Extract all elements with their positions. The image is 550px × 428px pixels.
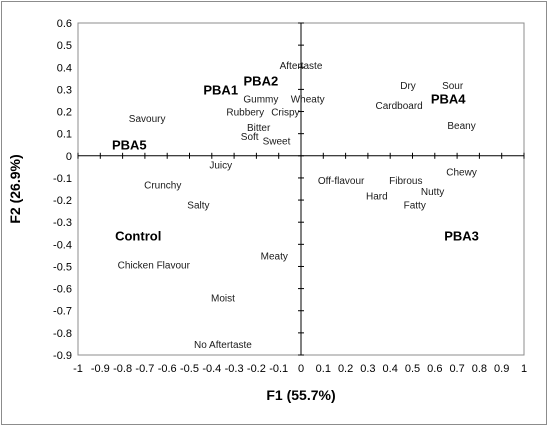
y-tick-label: 0.6	[57, 18, 72, 30]
ticks-group: -1 -0.9 -0.8 -0.7 -0.6 -0.5 -0.4 -0.3 -0.2 -0.1 0 0…	[53, 18, 527, 375]
attribute-label: Sweet	[263, 136, 291, 147]
y-tick-label: -0.3	[53, 217, 72, 229]
attribute-label: Off-flavour	[318, 176, 365, 187]
attribute-label: Crispy	[271, 108, 299, 119]
x-tick-label: -0.6	[158, 363, 177, 375]
product-label: PBA1	[203, 82, 238, 97]
x-tick-label: -0.3	[225, 363, 244, 375]
y-tick-label: 0.2	[57, 107, 72, 119]
y-tick-label: 0.1	[57, 129, 72, 141]
y-tick-label: -0.9	[53, 350, 72, 362]
y-tick-label: -0.5	[53, 261, 72, 273]
attribute-label: Fibrous	[389, 176, 422, 187]
y-tick-label: 0.5	[57, 40, 72, 52]
y-tick-label: 0.3	[57, 84, 72, 96]
product-label: PBA2	[244, 74, 279, 89]
attribute-label: Salty	[187, 200, 209, 211]
x-tick-label: 0.9	[494, 363, 509, 375]
x-tick-label: -1	[73, 363, 83, 375]
y-tick-label: -0.6	[53, 284, 72, 296]
y-tick-label: -0.1	[53, 173, 72, 185]
x-tick-label: -0.2	[247, 363, 266, 375]
y-tick-label: -0.7	[53, 306, 72, 318]
attribute-label: Gummy	[243, 94, 278, 105]
x-tick-label: -0.9	[91, 363, 110, 375]
x-tick-label: 0.4	[383, 363, 398, 375]
attribute-label: Soft	[241, 132, 259, 143]
attribute-label: Aftertaste	[280, 61, 323, 72]
attribute-label: Hard	[366, 192, 388, 203]
x-tick-label: 0.6	[427, 363, 442, 375]
y-axis-title: F2 (26.9%)	[7, 154, 23, 223]
x-tick-label: -0.1	[269, 363, 288, 375]
x-tick-label: -0.4	[202, 363, 221, 375]
attribute-label: Nutty	[421, 187, 444, 198]
attribute-label: Bitter	[247, 123, 271, 134]
attribute-label: Meaty	[261, 251, 288, 262]
x-tick-label: -0.5	[180, 363, 199, 375]
y-tick-label: 0.4	[57, 62, 72, 74]
product-label: PBA3	[444, 228, 479, 243]
x-tick-label: -0.7	[135, 363, 154, 375]
attribute-label: Juicy	[209, 161, 232, 172]
product-label: PBA5	[112, 138, 147, 153]
attribute-label: Dry	[400, 81, 416, 92]
x-tick-label: 1	[521, 363, 527, 375]
attribute-label: Sour	[442, 81, 464, 92]
x-tick-label: 0.1	[316, 363, 331, 375]
y-tick-label: -0.2	[53, 195, 72, 207]
marks-group: Aftertaste Dry Sour Gummy Wheaty Cardboard Rub…	[112, 61, 479, 351]
product-label: PBA4	[431, 91, 466, 106]
x-tick-label: 0.5	[405, 363, 420, 375]
attribute-label: Rubbery	[226, 108, 264, 119]
product-label: Control	[115, 228, 161, 243]
attribute-label: Crunchy	[144, 181, 181, 192]
attribute-label: No Aftertaste	[194, 340, 252, 351]
attribute-label: Beany	[447, 121, 475, 132]
x-tick-label: 0	[298, 363, 304, 375]
attribute-label: Fatty	[404, 200, 426, 211]
x-tick-label: 0.3	[360, 363, 375, 375]
attribute-label: Cardboard	[375, 101, 422, 112]
y-tick-label: -0.4	[53, 239, 72, 251]
attribute-label: Chewy	[446, 167, 477, 178]
attribute-label: Wheaty	[291, 94, 325, 105]
attribute-label: Savoury	[129, 114, 166, 125]
attribute-label: Moist	[211, 293, 235, 304]
x-tick-label: 0.2	[338, 363, 353, 375]
x-tick-label: 0.7	[449, 363, 464, 375]
attribute-label: Chicken Flavour	[118, 260, 191, 271]
x-axis-title: F1 (55.7%)	[266, 387, 335, 403]
x-tick-label: -0.8	[113, 363, 132, 375]
y-tick-label: 0	[66, 151, 72, 163]
x-tick-label: 0.8	[472, 363, 487, 375]
y-tick-label: -0.8	[53, 328, 72, 340]
